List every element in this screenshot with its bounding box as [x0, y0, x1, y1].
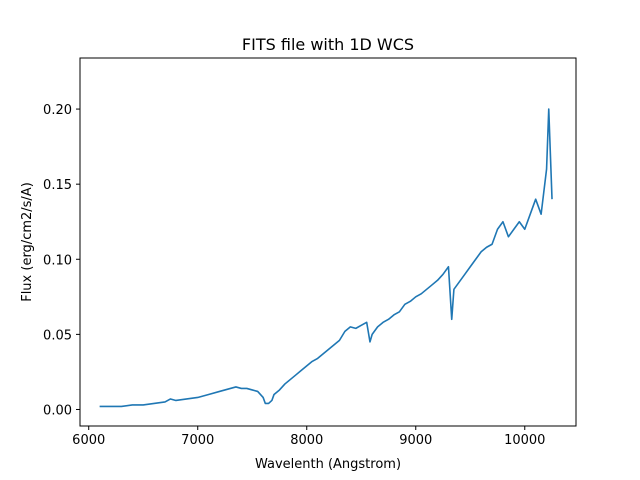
y-tick-label: 0.00 [43, 403, 72, 418]
flux-series-line [99, 108, 553, 408]
x-tick-label: 9000 [399, 433, 432, 448]
y-tick-label: 0.10 [43, 253, 72, 268]
plot-area-frame [79, 57, 577, 427]
x-tick-label: 10000 [504, 433, 545, 448]
x-axis-label: Wavelenth (Angstrom) [255, 457, 401, 472]
x-tick-label: 6000 [72, 433, 105, 448]
y-tick-label: 0.05 [43, 328, 72, 343]
chart-title: FITS file with 1D WCS [242, 35, 414, 54]
y-tick-label: 0.20 [43, 103, 72, 118]
x-tick-label: 8000 [290, 433, 323, 448]
y-axis-label: Flux (erg/cm2/s/A) [20, 182, 35, 302]
y-tick-label: 0.15 [43, 178, 72, 193]
x-tick-label: 7000 [181, 433, 214, 448]
